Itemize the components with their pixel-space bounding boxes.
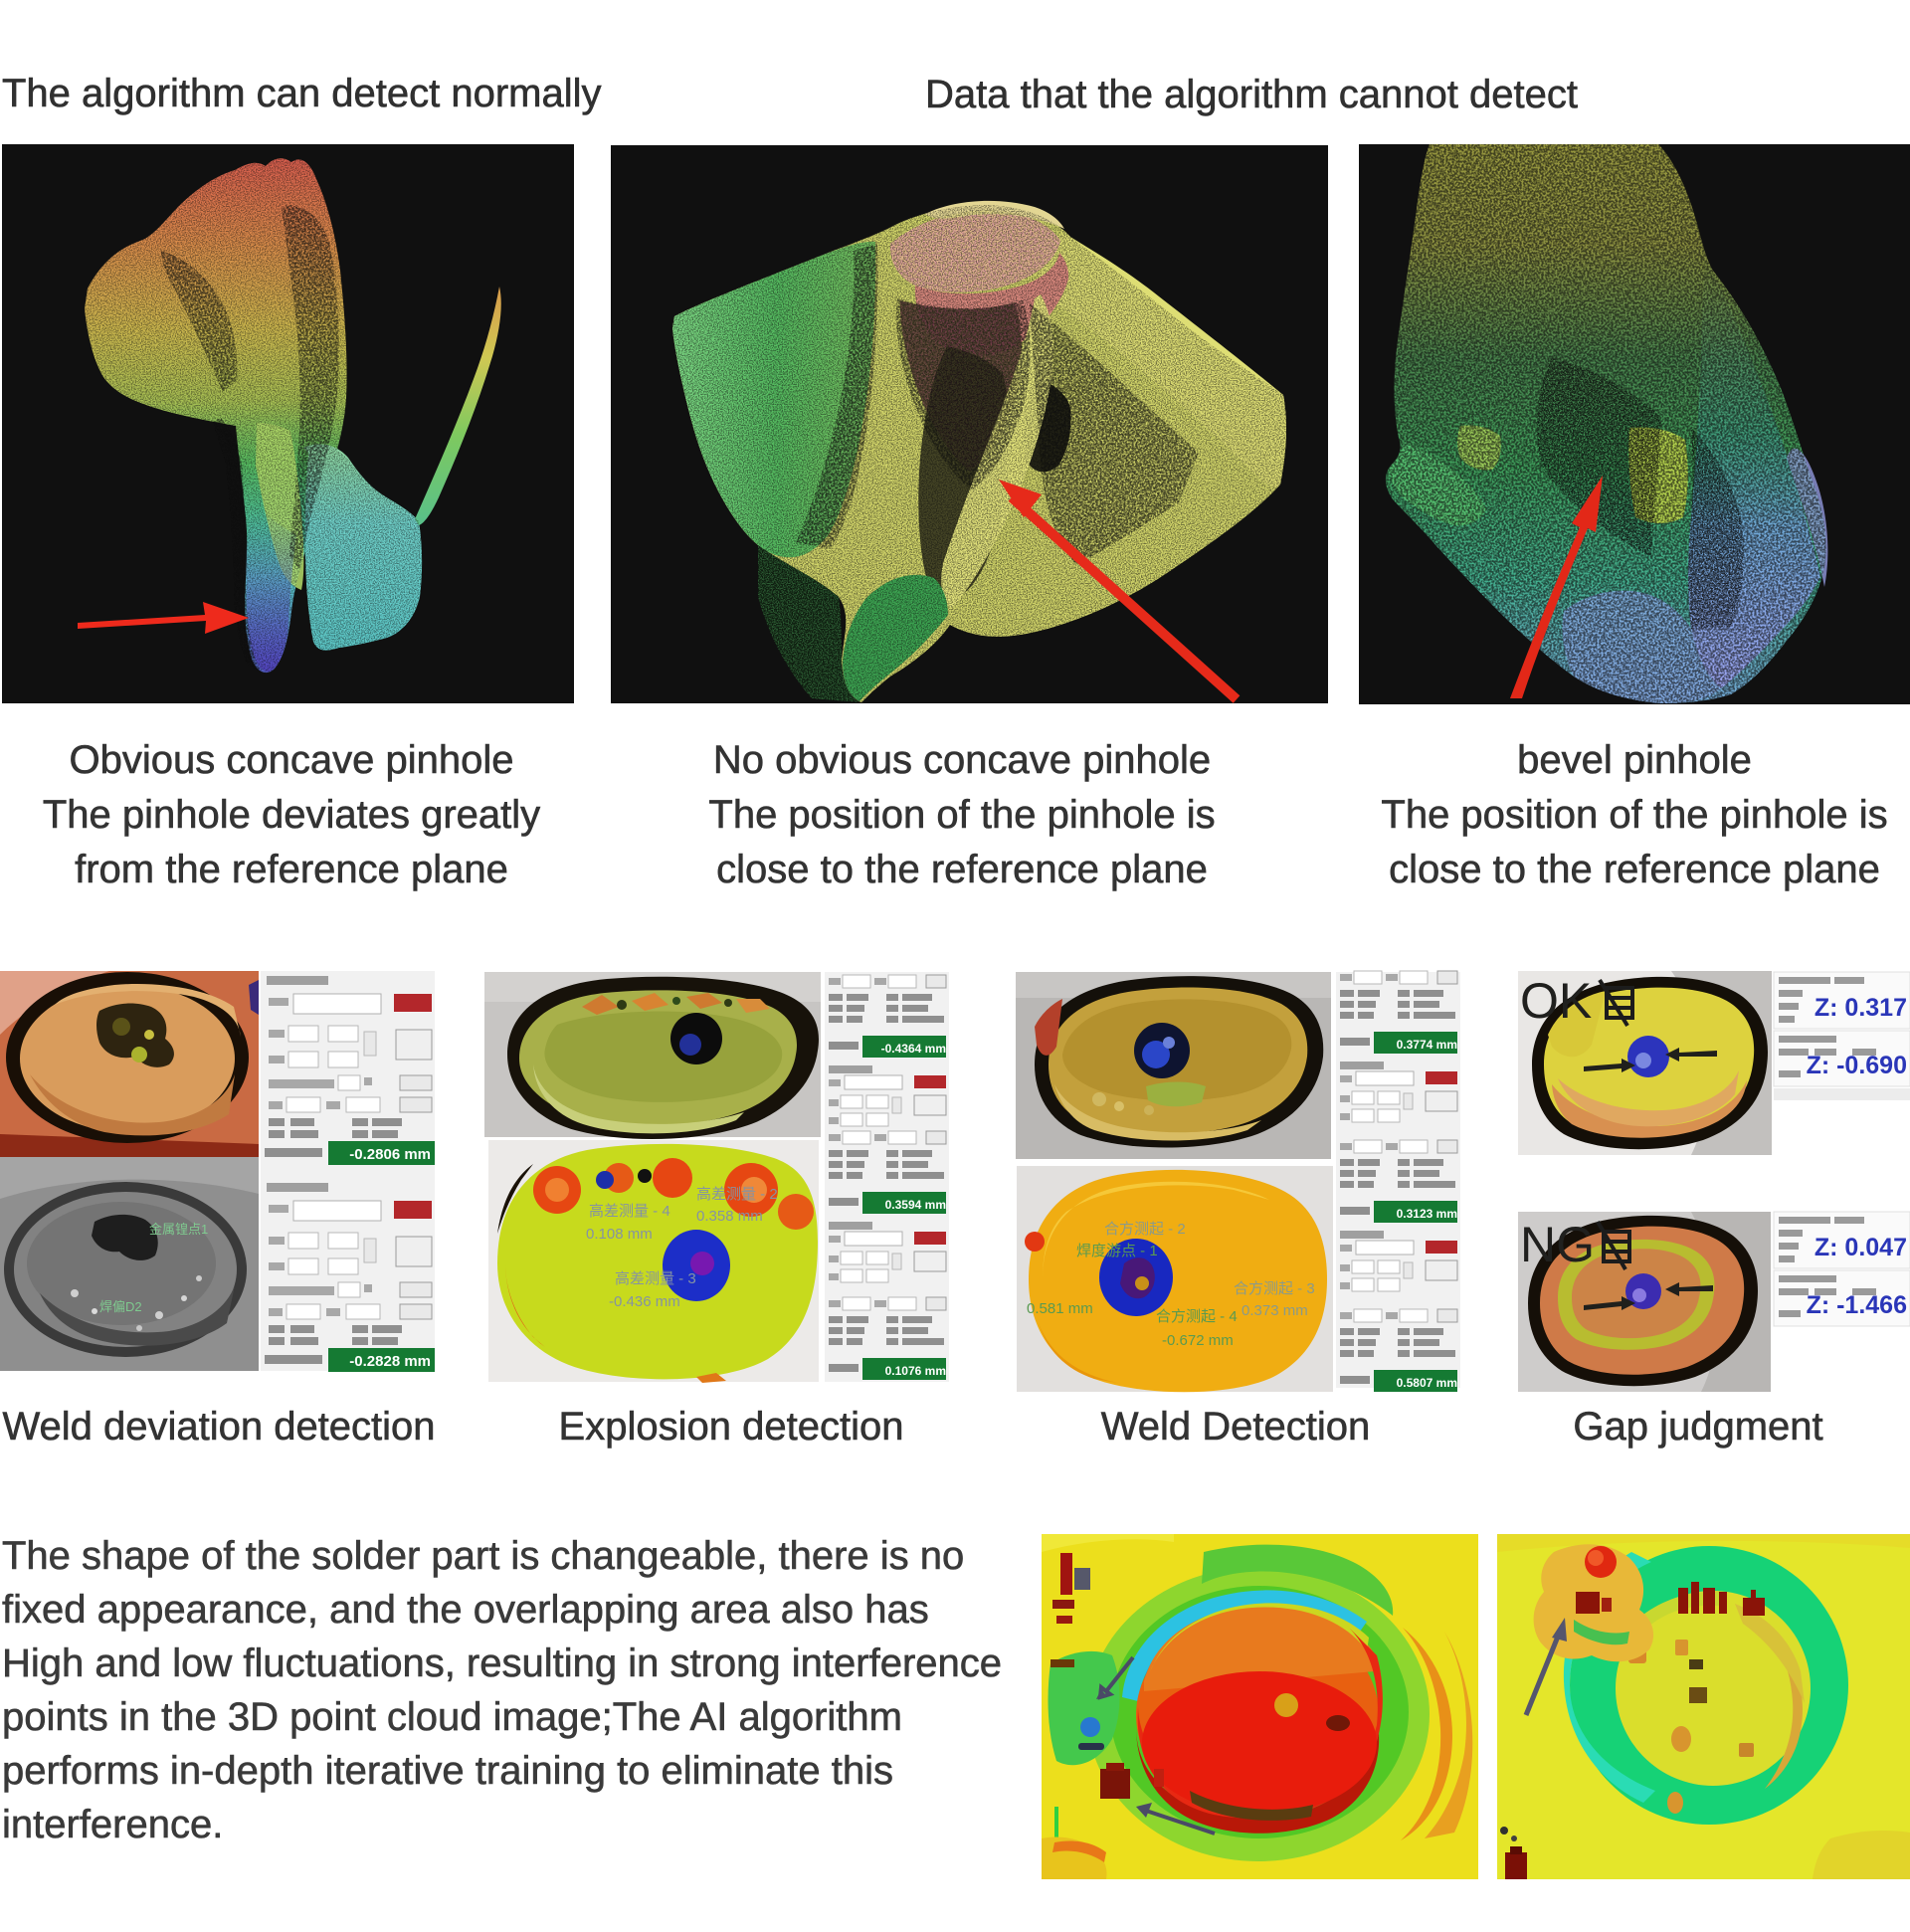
svg-text:0.5807 mm: 0.5807 mm [1397, 1376, 1457, 1390]
svg-text:0.3774 mm: 0.3774 mm [1397, 1038, 1457, 1052]
svg-text:0.581 mm: 0.581 mm [1027, 1300, 1093, 1317]
svg-text:-0.4364 mm: -0.4364 mm [881, 1042, 946, 1056]
svg-text:Weld deviation detection: Weld deviation detection [2, 1405, 435, 1449]
svg-text:高差测量 - 3: 高差测量 - 3 [615, 1270, 696, 1287]
svg-text:points in the 3D point cloud i: points in the 3D point cloud image;The A… [2, 1695, 902, 1739]
svg-text:No obvious concave pinhole: No obvious concave pinhole [713, 738, 1211, 782]
svg-text:金属锽点1: 金属锽点1 [149, 1222, 208, 1237]
svg-text:0.373 mm: 0.373 mm [1242, 1302, 1308, 1319]
svg-text:-0.672 mm: -0.672 mm [1162, 1332, 1234, 1349]
svg-text:High and low fluctuations, res: High and low fluctuations, resulting in … [2, 1642, 1002, 1685]
svg-text:0.3594 mm: 0.3594 mm [885, 1198, 946, 1212]
svg-text:0.1076 mm: 0.1076 mm [885, 1364, 946, 1378]
svg-text:The position of the pinhole is: The position of the pinhole is [1381, 793, 1887, 837]
svg-text:Z: 0.317: Z: 0.317 [1814, 994, 1907, 1022]
svg-text:OK: OK [1520, 973, 1592, 1029]
svg-text:0.108 mm: 0.108 mm [586, 1226, 653, 1243]
svg-text:The position of the pinhole is: The position of the pinhole is [708, 793, 1215, 837]
svg-text:Z: 0.047: Z: 0.047 [1814, 1234, 1907, 1261]
svg-text:from the reference plane: from the reference plane [75, 848, 508, 891]
svg-text:高差测量 - 2: 高差测量 - 2 [696, 1186, 778, 1203]
svg-text:The pinhole deviates greatly: The pinhole deviates greatly [43, 793, 540, 837]
svg-text:Data that the algorithm cannot: Data that the algorithm cannot detect [925, 73, 1578, 116]
svg-text:bevel pinhole: bevel pinhole [1517, 738, 1752, 782]
svg-text:NG: NG [1520, 1217, 1595, 1272]
svg-text:-0.436 mm: -0.436 mm [609, 1293, 680, 1310]
svg-text:Weld Detection: Weld Detection [1101, 1405, 1371, 1449]
svg-text:Explosion detection: Explosion detection [559, 1405, 904, 1449]
svg-text:close to the reference plane: close to the reference plane [716, 848, 1208, 891]
svg-text:The shape of the solder part i: The shape of the solder part is changeab… [2, 1534, 964, 1578]
svg-text:0.3123 mm: 0.3123 mm [1397, 1207, 1457, 1221]
svg-text:Z: -0.690: Z: -0.690 [1807, 1052, 1907, 1079]
svg-text:The algorithm can detect norma: The algorithm can detect normally [2, 72, 602, 115]
svg-text:合方测起 - 4: 合方测起 - 4 [1156, 1308, 1238, 1325]
svg-text:close to the reference plane: close to the reference plane [1389, 848, 1880, 891]
svg-text:interference.: interference. [2, 1803, 223, 1846]
svg-text:合方测起 - 2: 合方测起 - 2 [1104, 1221, 1186, 1238]
svg-text:0.358 mm: 0.358 mm [696, 1208, 763, 1225]
svg-text:焊度游点 - 1: 焊度游点 - 1 [1076, 1243, 1158, 1259]
svg-text:合方测起 - 3: 合方测起 - 3 [1234, 1280, 1315, 1297]
svg-text:Z: -1.466: Z: -1.466 [1807, 1291, 1907, 1319]
svg-text:Gap judgment: Gap judgment [1573, 1405, 1822, 1449]
svg-text:-0.2806 mm: -0.2806 mm [349, 1146, 431, 1163]
svg-text:Obvious concave pinhole: Obvious concave pinhole [70, 738, 514, 782]
svg-text:焊偏D2: 焊偏D2 [99, 1299, 142, 1314]
svg-text:高差测量 - 4: 高差测量 - 4 [589, 1203, 670, 1220]
svg-text:performs in-depth iterative tr: performs in-depth iterative training to … [2, 1749, 893, 1793]
svg-text:fixed appearance, and the over: fixed appearance, and the overlapping ar… [2, 1588, 929, 1632]
svg-text:-0.2828 mm: -0.2828 mm [349, 1353, 431, 1370]
